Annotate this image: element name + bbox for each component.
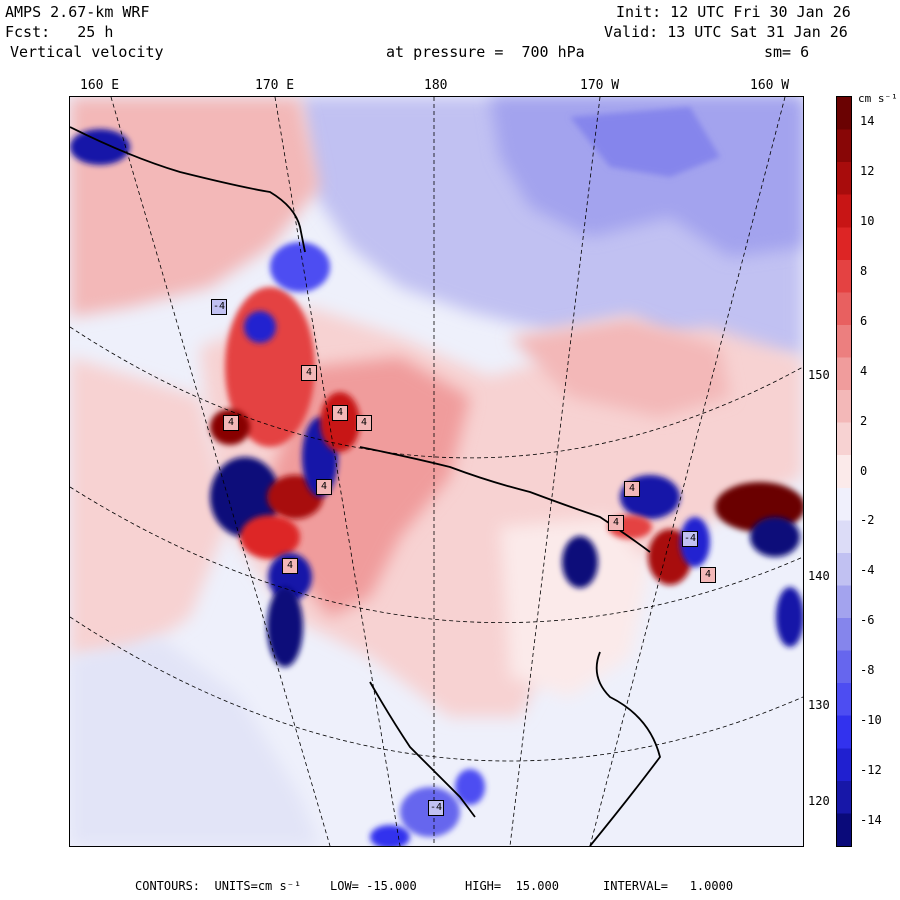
- colorbar-tick-label: -4: [860, 563, 875, 578]
- eastern-cells: [562, 475, 803, 647]
- colorbar-tick-label: 2: [860, 413, 868, 428]
- forecast-hour: Fcst: 25 h: [5, 23, 114, 41]
- lat-label-120w: 120 W: [808, 794, 845, 808]
- contour-label: 4: [316, 479, 332, 495]
- colorbar-tick-label: -6: [860, 613, 875, 628]
- colorbar-unit: cm s⁻¹: [858, 92, 898, 105]
- contour-label: 4: [301, 365, 317, 381]
- updraft-plume-east: [510, 317, 730, 417]
- field-name: Vertical velocity: [10, 43, 164, 61]
- lon-label-180: 180: [424, 78, 448, 93]
- lon-label-170e: 170 E: [255, 78, 295, 93]
- valid-time: Valid: 13 UTC Sat 31 Jan 26: [604, 23, 848, 41]
- ice-shelf-calm: [500, 517, 650, 697]
- colorbar-tick-label: -14: [860, 813, 882, 828]
- colorbar-tick-label: 8: [860, 263, 868, 278]
- colorbar-tick-label: -10: [860, 713, 882, 728]
- map-panel: -4 4 4 4 4 4 4 4 4 4 -4 -4: [69, 96, 804, 847]
- contour-label: 4: [223, 415, 239, 431]
- footer-high: HIGH= 15.000: [465, 879, 559, 893]
- lon-label-160e: 160 E: [80, 78, 120, 93]
- footer-interval: INTERVAL= 1.0000: [603, 879, 734, 893]
- colorbar-tick-label: 0: [860, 463, 868, 478]
- footer-low: LOW= -15.000: [330, 879, 417, 893]
- colorbar-tick-label: 14: [860, 113, 875, 128]
- contour-label: -4: [682, 531, 698, 547]
- colorbar-tick-label: 6: [860, 313, 868, 328]
- downdraft-core-ne: [570, 107, 720, 177]
- updraft-west: [70, 97, 320, 317]
- init-time: Init: 12 UTC Fri 30 Jan 26: [616, 3, 851, 21]
- updraft-west-mid: [70, 357, 230, 657]
- lat-label-130w: 130 W: [808, 698, 845, 712]
- contour-label: 4: [282, 558, 298, 574]
- lon-label-160w: 160 W: [750, 78, 790, 93]
- vertical-velocity-field: [70, 97, 803, 846]
- contour-label: 4: [332, 405, 348, 421]
- colorbar-tick-label: 10: [860, 213, 875, 228]
- colorbar: [836, 96, 852, 847]
- contour-label: 4: [624, 481, 640, 497]
- contour-label: -4: [211, 299, 227, 315]
- contour-label: 4: [356, 415, 372, 431]
- lon-label-170w: 170 W: [580, 78, 620, 93]
- graticule: [70, 97, 803, 846]
- downdraft-core-north: [490, 97, 803, 257]
- calm-region-sw: [70, 637, 320, 846]
- colorbar-tick-label: 12: [860, 163, 875, 178]
- model-title: AMPS 2.67-km WRF: [5, 3, 150, 21]
- colorbar-tick-label: -2: [860, 513, 875, 528]
- smoothing: sm= 6: [764, 43, 810, 61]
- contour-label: 4: [608, 515, 624, 531]
- colorbar-tick-label: 4: [860, 363, 868, 378]
- colorbar-tick-label: -8: [860, 663, 875, 678]
- contour-label: -4: [428, 800, 444, 816]
- pressure-level: at pressure = 700 hPa: [386, 43, 585, 61]
- colorbar-tick-label: -12: [860, 763, 882, 778]
- footer-contours: CONTOURS: UNITS=cm s⁻¹: [135, 879, 302, 893]
- contour-label: 4: [700, 567, 716, 583]
